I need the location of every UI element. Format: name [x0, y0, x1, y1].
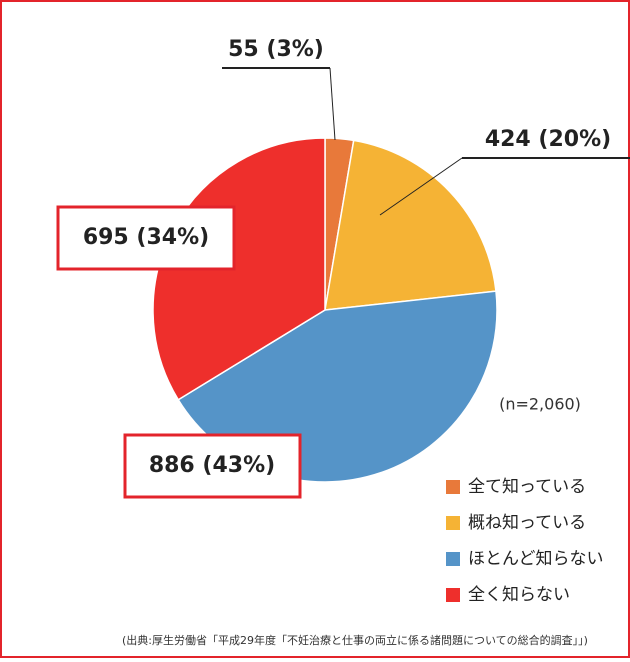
label-box	[56, 205, 236, 271]
label-box	[123, 433, 302, 499]
pie	[152, 137, 498, 483]
source: (出典:厚生労働省「平成29年度「不妊治療と仕事の両立に係る諸問題についての総合…	[122, 633, 588, 647]
data-label: 695 (34%)	[83, 225, 209, 250]
note: (n=2,060)	[499, 395, 581, 414]
data-label: 424 (20%)	[485, 127, 611, 152]
data-label: 886 (43%)	[149, 453, 275, 478]
legend-label: ほとんど知らない	[468, 549, 604, 569]
data-label: 55 (3%)	[228, 37, 324, 62]
legend-label: 全く知らない	[468, 585, 570, 605]
legend-swatch	[446, 552, 460, 566]
legend-swatch	[446, 480, 460, 494]
pie-slice	[324, 139, 497, 311]
labels: 55 (3%) 424 (20%) 886 (43%) 695 (34%)	[56, 37, 630, 499]
leader-line	[329, 67, 336, 141]
legend-label: 全て知っている	[468, 477, 586, 497]
legend-swatch	[446, 588, 460, 602]
legend-label: 概ね知っている	[468, 513, 586, 533]
legend-swatch	[446, 516, 460, 530]
leader-line	[379, 157, 463, 216]
